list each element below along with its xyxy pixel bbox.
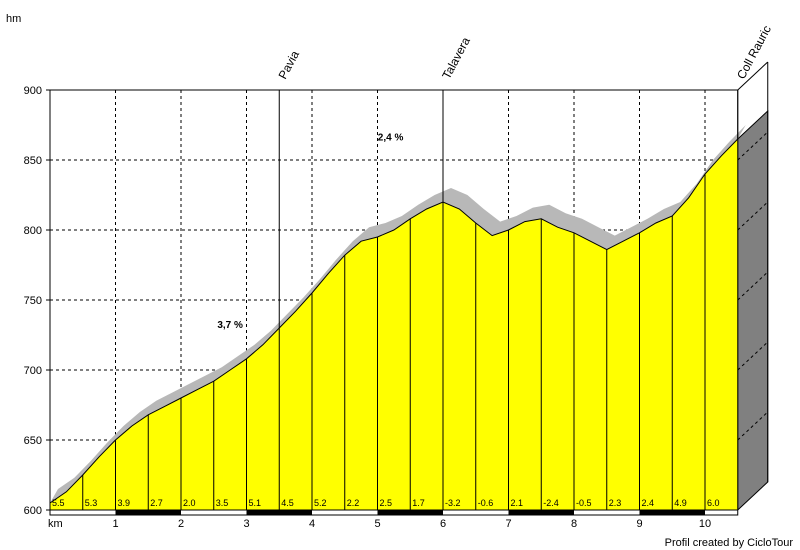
gridline-side: [737, 271, 769, 301]
gridline-side: [737, 341, 769, 371]
km-strip-bar: [639, 510, 705, 515]
gridline-side: [737, 201, 769, 231]
segment-gradient-label: -2.4: [543, 498, 559, 508]
segment-gradient-label: -0.6: [478, 498, 494, 508]
y-tick-label: 750: [24, 295, 42, 307]
axis-layer: [46, 61, 769, 516]
x-tick-label: 8: [571, 518, 577, 530]
segment-gradient-label: -3.2: [445, 498, 461, 508]
area-layer: [49, 138, 739, 510]
segment-gradient-label: 2.3: [609, 498, 622, 508]
x-tick-label: 6: [440, 518, 446, 530]
credit-text: Profil created by CicloTour: [665, 537, 794, 549]
segment-gradient-label: 2.2: [347, 498, 360, 508]
y-tick-label: 700: [24, 365, 42, 377]
x-tick-label: 10: [699, 518, 711, 530]
x-tick-label: 2: [178, 518, 184, 530]
place-label: Pavia: [276, 48, 303, 81]
segment-gradient-label: 2.1: [511, 498, 524, 508]
x-tick-label: 7: [505, 518, 511, 530]
profile-shadow: [50, 125, 746, 503]
side-panel: [737, 109, 769, 512]
profile-line: [49, 138, 739, 504]
y-tick-label: 650: [24, 435, 42, 447]
segment-gradient-label: 2.0: [183, 498, 196, 508]
place-label: Talavera: [439, 34, 473, 81]
x-axis-label: km: [48, 518, 63, 530]
km-strip-bar: [377, 510, 443, 515]
gradient-annotation: 3,7 %: [217, 320, 243, 331]
x-tick-label: 5: [374, 518, 380, 530]
segment-gradient-label: 5.1: [249, 498, 262, 508]
segment-gradient-label: 3.5: [216, 498, 229, 508]
depth-line: [737, 61, 769, 91]
x-tick-label: 1: [112, 518, 118, 530]
gridline-side: [737, 131, 769, 161]
segment-gradient-label: 3.9: [118, 498, 131, 508]
segment-gradient-label: 1.7: [412, 498, 425, 508]
y-axis-label: hm: [6, 13, 21, 25]
x-tick-label: 9: [636, 518, 642, 530]
km-strip-bar: [508, 510, 574, 515]
gridline-side: [737, 411, 769, 441]
y-tick-label: 850: [24, 155, 42, 167]
x-tick-label: 3: [243, 518, 249, 530]
segment-gradient-label: 4.5: [281, 498, 294, 508]
segment-gradient-label: 5.5: [52, 498, 65, 508]
x-tick-label: 4: [309, 518, 315, 530]
gradient-annotation: 2,4 %: [378, 132, 404, 143]
segment-gradient-label: 2.5: [380, 498, 393, 508]
segment-gradient-label: 5.2: [314, 498, 327, 508]
y-tick-label: 800: [24, 225, 42, 237]
segment-gradient-label: 2.4: [642, 498, 655, 508]
segment-gradient-label: 5.3: [85, 498, 98, 508]
segment-gradient-label: 6.0: [707, 498, 720, 508]
km-strip-bar: [115, 510, 181, 515]
segment-gradient-label: -0.5: [576, 498, 592, 508]
profile-area: [50, 139, 738, 510]
y-tick-label: 900: [24, 85, 42, 97]
segment-gradient-label: 2.7: [150, 498, 163, 508]
km-strip-bar: [246, 510, 312, 515]
segment-gradient-label: 4.9: [674, 498, 687, 508]
y-tick-label: 600: [24, 505, 42, 517]
